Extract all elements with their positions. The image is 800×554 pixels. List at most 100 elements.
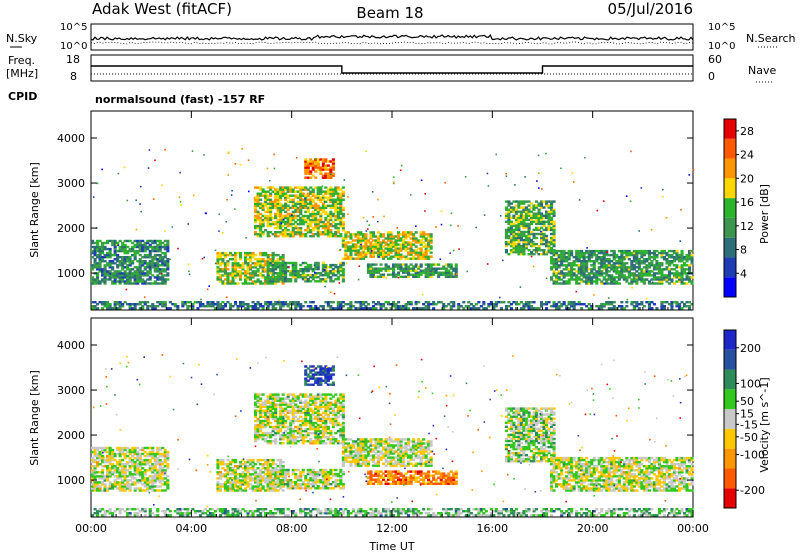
heatmap-cell (339, 269, 343, 273)
heatmap-cell (577, 260, 581, 263)
heatmap-cell (389, 307, 393, 310)
heatmap-cell (632, 264, 636, 267)
heatmap-cell (279, 460, 283, 464)
heatmap-cell (274, 204, 278, 207)
heatmap-cell (324, 224, 328, 228)
heatmap-cell (439, 267, 443, 270)
heatmap-cell (449, 307, 453, 310)
heatmap-cell (319, 224, 323, 228)
heatmap-cell (635, 305, 639, 308)
heatmap-cell (366, 245, 370, 248)
heatmap-cell (276, 465, 280, 468)
heatmap-cell (294, 265, 298, 269)
heatmap-cell (387, 257, 391, 260)
heatmap-cell (452, 303, 456, 306)
scatter-cell (450, 224, 452, 227)
heatmap-cell (98, 463, 102, 466)
heatmap-cell (512, 249, 516, 252)
heatmap-cell (542, 253, 546, 256)
heatmap-cell (96, 239, 100, 243)
heatmap-cell (346, 241, 350, 244)
heatmap-cell (314, 222, 318, 226)
heatmap-cell (339, 274, 343, 277)
heatmap-cell (146, 489, 150, 492)
heatmap-cell (688, 258, 692, 261)
heatmap-cell (417, 253, 421, 256)
heatmap-cell (575, 282, 579, 285)
heatmap-cell (560, 258, 564, 261)
heatmap-cell (369, 235, 373, 238)
heatmap-cell (371, 233, 375, 236)
heatmap-cell (570, 251, 574, 255)
heatmap-cell (557, 249, 561, 253)
heatmap-cell (231, 458, 235, 462)
heatmap-cell (356, 253, 360, 256)
heatmap-cell (550, 305, 554, 308)
heatmap-cell (379, 275, 383, 278)
heatmap-cell (138, 473, 142, 476)
heatmap-cell (336, 200, 340, 203)
heatmap-cell (116, 266, 120, 269)
heatmap-cell (151, 483, 155, 486)
heatmap-cell (294, 224, 298, 228)
heatmap-cell (552, 222, 556, 226)
heatmap-cell (299, 196, 303, 199)
heatmap-cell (389, 233, 393, 236)
scatter-cell (360, 243, 362, 246)
heatmap-cell (427, 243, 431, 246)
heatmap-cell (334, 210, 338, 214)
heatmap-cell (261, 471, 265, 474)
heatmap-cell (532, 301, 536, 304)
scatter-cell (502, 259, 504, 262)
heatmap-cell (336, 194, 340, 197)
heatmap-cell (289, 303, 293, 306)
heatmap-cell (394, 273, 398, 276)
heatmap-cell (311, 198, 315, 201)
heatmap-cell (620, 276, 624, 279)
heatmap-cell (582, 280, 586, 283)
heatmap-cell (131, 475, 135, 478)
heatmap-cell (123, 280, 127, 283)
heatmap-cell (514, 216, 518, 219)
heatmap-cell (306, 226, 310, 230)
heatmap-cell (552, 224, 556, 228)
heatmap-cell (552, 264, 556, 267)
heatmap-cell (562, 260, 566, 263)
heatmap-cell (123, 452, 127, 456)
heatmap-cell (657, 276, 661, 279)
heatmap-cell (667, 270, 671, 273)
heatmap-cell (106, 262, 110, 265)
heatmap-cell (153, 463, 157, 466)
heatmap-cell (685, 274, 689, 277)
heatmap-cell (158, 473, 162, 476)
heatmap-cell (316, 194, 320, 197)
heatmap-cell (116, 475, 120, 478)
heatmap-cell (138, 481, 142, 484)
heatmap-cell (314, 176, 318, 179)
scatter-cell (505, 175, 508, 177)
heatmap-cell (311, 194, 315, 197)
heatmap-cell (136, 276, 140, 279)
heatmap-cell (359, 237, 363, 240)
heatmap-cell (670, 272, 674, 275)
heatmap-cell (266, 276, 270, 279)
scatter-cell (487, 185, 490, 187)
heatmap-cell (680, 249, 684, 253)
heatmap-cell (311, 276, 315, 279)
heatmap-cell (163, 460, 167, 464)
heatmap-cell (261, 305, 265, 308)
heatmap-cell (246, 475, 250, 478)
heatmap-cell (266, 218, 270, 222)
heatmap-cell (524, 210, 528, 213)
heatmap-cell (249, 477, 253, 480)
heatmap-cell (116, 463, 120, 466)
heatmap-cell (509, 208, 513, 211)
heatmap-cell (444, 263, 448, 266)
heatmap-cell (329, 235, 333, 238)
heatmap-cell (517, 238, 521, 242)
heatmap-cell (547, 222, 551, 226)
heatmap-cell (570, 249, 574, 253)
heatmap-cell (324, 186, 328, 189)
heatmap-cell (575, 258, 579, 261)
heatmap-cell (590, 253, 594, 257)
